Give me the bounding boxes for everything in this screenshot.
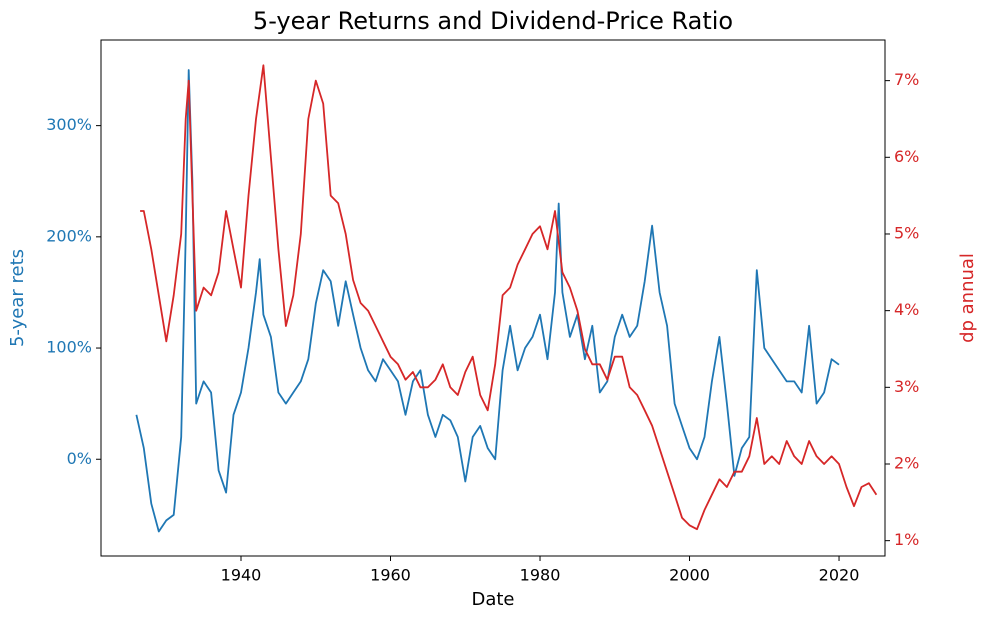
y-tick-label: 200% xyxy=(46,226,92,245)
y2-tick-label: 1% xyxy=(894,530,919,549)
x-axis-label: Date xyxy=(471,589,514,610)
plot-frame xyxy=(100,39,886,557)
y-tick-label: 100% xyxy=(46,338,92,357)
x-tick-label: 1960 xyxy=(370,566,411,585)
x-tick-label: 1940 xyxy=(221,566,262,585)
series-line xyxy=(135,69,840,533)
y-tick-label: 300% xyxy=(46,115,92,134)
y2-tick-label: 5% xyxy=(894,223,919,242)
y2-tick-label: 2% xyxy=(894,453,919,472)
y2-tick-label: 7% xyxy=(894,70,919,89)
x-tick-label: 2020 xyxy=(819,566,860,585)
y-tick-label: 0% xyxy=(67,449,92,468)
x-tick-label: 1980 xyxy=(520,566,561,585)
x-tick-label: 2000 xyxy=(669,566,710,585)
y2-tick-label: 4% xyxy=(894,300,919,319)
series-line xyxy=(140,64,878,531)
y2-axis-label: dp annual xyxy=(957,253,978,343)
y-axis-label: 5-year rets xyxy=(7,249,28,347)
y2-tick-label: 3% xyxy=(894,377,919,396)
chart-title: 5-year Returns and Dividend-Price Ratio xyxy=(253,7,733,35)
y2-tick-label: 6% xyxy=(894,147,919,166)
